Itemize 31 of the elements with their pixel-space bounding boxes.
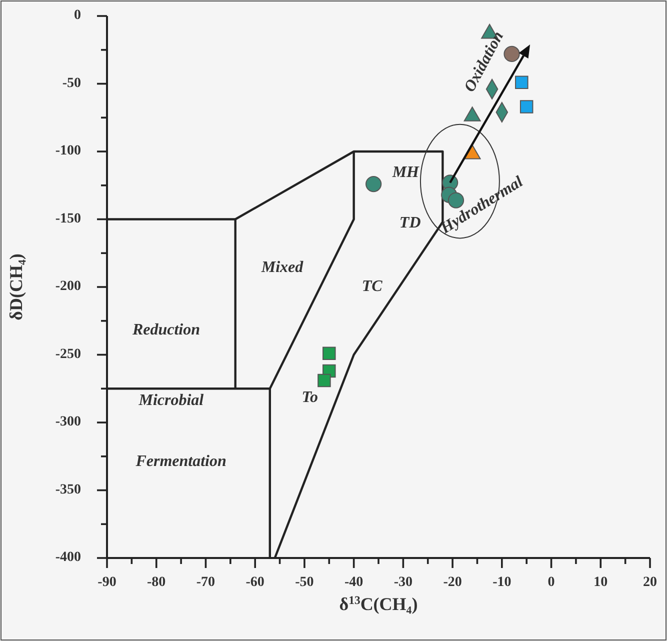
annotation: Microbial [138, 391, 204, 408]
annotation: Mixed [260, 258, 304, 276]
x-tick-label: -10 [492, 575, 512, 590]
x-axis-title: δ$^{13}$C(CH₄) [339, 594, 418, 614]
y-axis-title: δD(CH₄) [6, 254, 26, 320]
x-tick-label: 20 [643, 575, 657, 590]
y-tick-label: 0 [74, 8, 81, 24]
x-tick-label: 0 [548, 575, 555, 590]
x-tick-label: -40 [344, 575, 364, 590]
y-tick-label: -400 [55, 550, 81, 566]
x-tick-label: -20 [443, 575, 462, 590]
annotation: Fermentation [134, 452, 226, 470]
x-tick-label: -70 [196, 575, 216, 590]
x-tick-label: -80 [147, 575, 166, 590]
x-tick-label: -90 [98, 575, 116, 590]
annotation: TC [362, 278, 383, 295]
y-tick-label: -250 [55, 346, 81, 362]
y-tick-label: -50 [62, 76, 81, 91]
annotation: TD [399, 214, 422, 231]
x-tick-label: -50 [295, 575, 314, 590]
x-tick-label: -30 [394, 575, 413, 590]
x-tick-label: -60 [246, 575, 264, 590]
annotation: To [302, 388, 318, 406]
x-tick-label: 10 [594, 575, 608, 590]
y-tick-label: -200 [55, 279, 81, 294]
y-tick-label: -300 [55, 414, 81, 430]
annotation: MH [391, 164, 420, 181]
y-tick-label: -350 [55, 482, 81, 498]
y-tick-label: -100 [55, 144, 81, 159]
annotation: Reduction [131, 321, 200, 338]
y-tick-label: -150 [55, 211, 81, 226]
